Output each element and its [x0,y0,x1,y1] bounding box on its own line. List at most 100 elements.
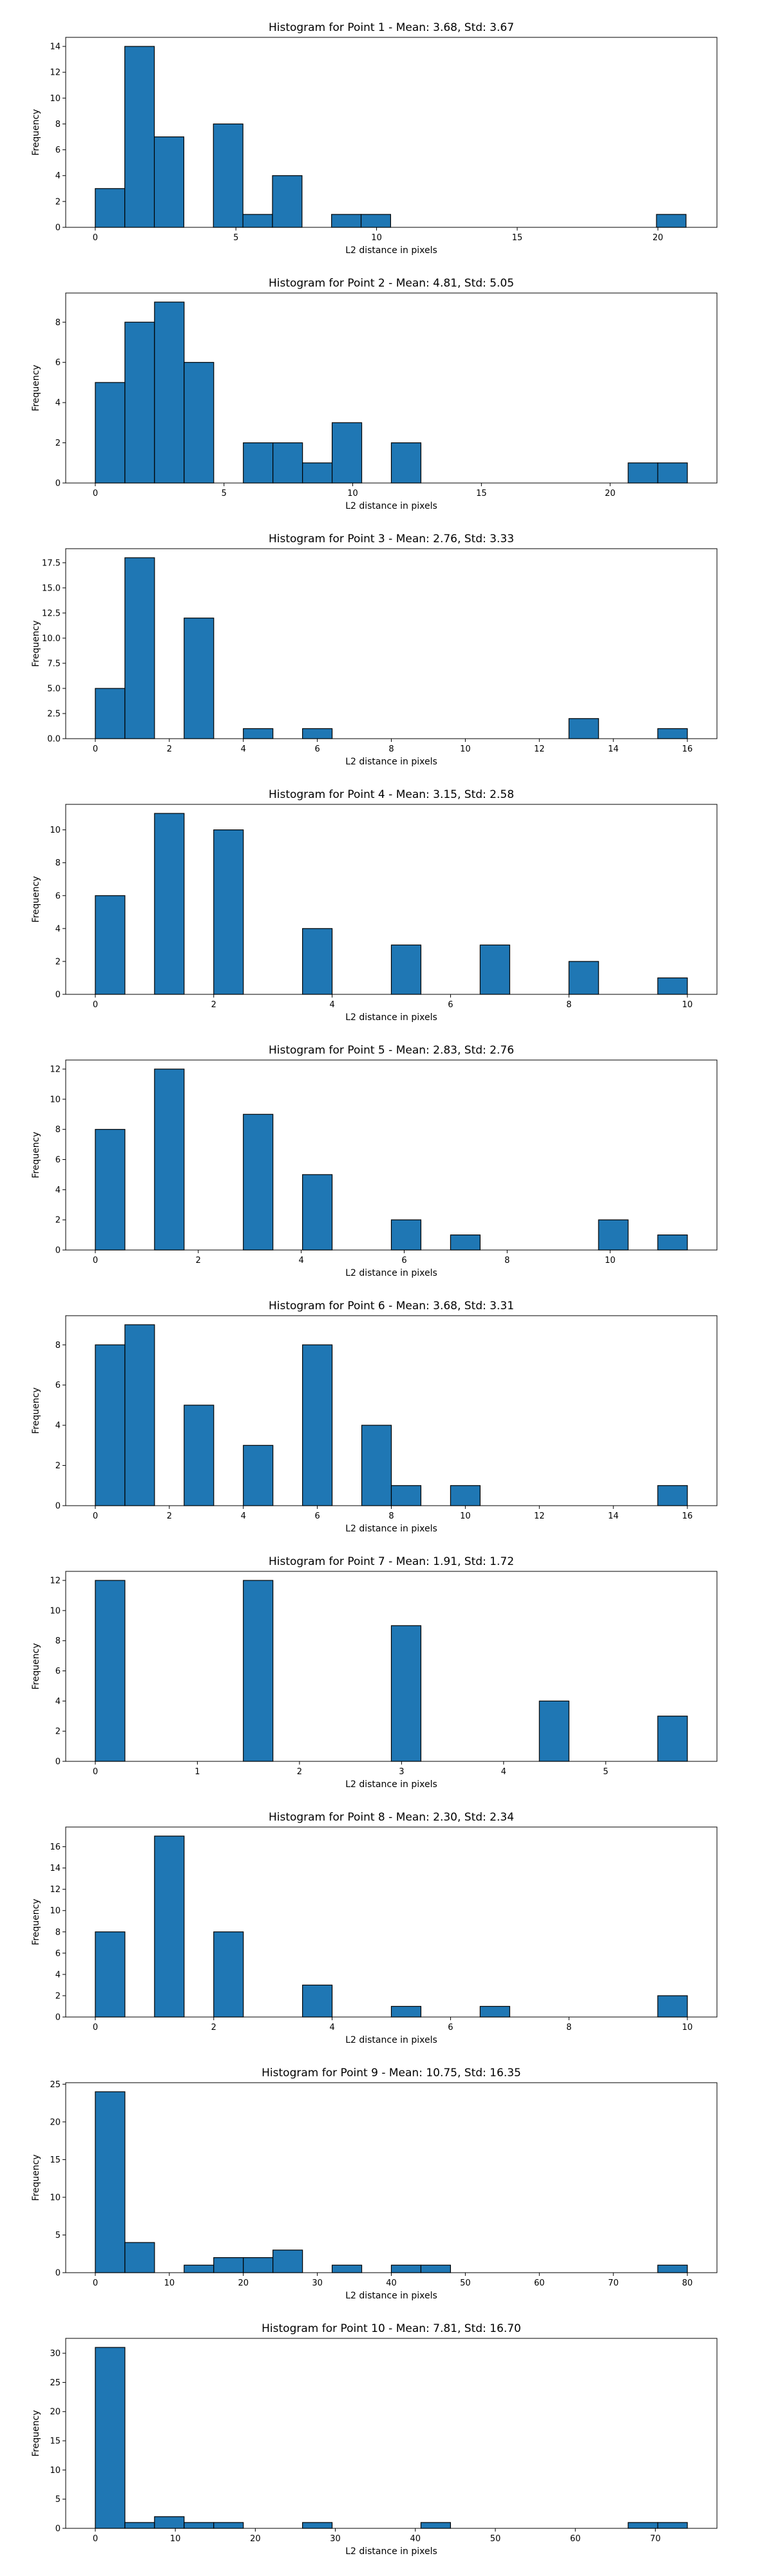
x-tick-label: 2 [167,744,172,754]
x-tick-label: 60 [534,2278,545,2288]
histogram-bar [154,2516,185,2529]
x-tick-label: 60 [570,2534,581,2544]
histogram-panel-8: 0 2 4 6 8 10 0 2 4 6 8 10 12 14 16 Histogram for Point … [31,1811,718,2045]
x-tick-label: 8 [388,744,394,754]
histogram-bar [124,2522,155,2529]
y-tick-label: 20 [50,2407,61,2417]
y-tick-label: 17.5 [42,558,61,568]
chart-title: Histogram for Point 3 - Mean: 2.76, Std:… [269,533,514,545]
x-tick-label: 16 [682,744,693,754]
y-tick-label: 6 [55,1381,61,1390]
y-axis-label: Frequency [31,1387,41,1434]
axes-frame [65,1826,718,2018]
histogram-bar [568,718,599,739]
y-tick-label: 16 [50,1842,61,1852]
x-tick-label: 0 [93,1511,98,1521]
y-tick-label: 6 [55,358,61,368]
histogram-bar [657,1995,688,2018]
y-tick-label: 8 [55,318,61,328]
y-tick-label: 0 [55,1757,61,1767]
x-tick-label: 50 [460,2278,471,2288]
histogram-bar [302,728,333,739]
y-tick-label: 10 [50,1606,61,1616]
histogram-bar [184,1405,215,1506]
y-tick-label: 6 [55,146,61,155]
y-tick-label: 12.5 [42,609,61,618]
y-tick-label: 8 [55,858,61,868]
y-tick-label: 12 [50,68,61,78]
chart-title: Histogram for Point 10 - Mean: 7.81, Std… [262,2322,521,2335]
y-tick-label: 6 [55,1949,61,1958]
axes-frame [65,2338,718,2529]
histogram-bar [657,1234,688,1251]
histogram-bar [390,1485,422,1506]
y-axis-label: Frequency [31,1899,41,1945]
x-tick-label: 20 [653,233,663,243]
x-axis-label: L2 distance in pixels [345,2291,437,2301]
x-tick-label: 6 [448,1000,453,1010]
y-tick-label: 2 [55,1216,61,1226]
x-tick-label: 70 [650,2534,661,2544]
x-tick-label: 3 [399,1767,404,1777]
y-tick-label: 30 [50,2349,61,2359]
x-tick-label: 2 [196,1256,201,1265]
histogram-bar [124,1324,155,1506]
histogram-bar [95,1580,126,1762]
x-axis-label: L2 distance in pixels [345,757,437,767]
histogram-bar [124,46,155,228]
histogram-bar [302,928,333,995]
x-tick-label: 10 [682,1000,693,1010]
y-tick-label: 10.0 [42,634,61,643]
y-tick-label: 0 [55,2013,61,2023]
y-tick-label: 12 [50,1885,61,1895]
histogram-bar [657,1716,688,1762]
x-tick-label: 0 [93,744,98,754]
x-tick-label: 10 [371,233,382,243]
x-tick-label: 20 [605,489,616,498]
y-tick-label: 10 [50,826,61,835]
histogram-bar [154,1835,185,2018]
x-tick-label: 14 [608,1511,619,1521]
x-axis-label: L2 distance in pixels [345,1012,437,1023]
y-tick-label: 0.0 [47,735,61,744]
histogram-bar [390,1219,422,1251]
histogram-bar [184,2522,215,2529]
x-tick-label: 0 [93,2278,98,2288]
x-tick-label: 10 [460,744,471,754]
y-tick-label: 4 [55,1421,61,1431]
chart-title: Histogram for Point 1 - Mean: 3.68, Std:… [269,21,514,34]
x-axis-label: L2 distance in pixels [345,501,437,511]
y-tick-label: 7.5 [47,659,61,668]
y-tick-label: 0 [55,2524,61,2534]
y-tick-label: 2 [55,197,61,207]
x-tick-label: 10 [682,2023,693,2032]
x-tick-label: 6 [448,2023,453,2032]
x-tick-label: 30 [312,2278,323,2288]
histogram-bar [657,977,688,995]
axes-frame [65,1571,718,1762]
x-tick-label: 0 [93,1767,98,1777]
x-tick-label: 20 [250,2534,261,2544]
x-tick-label: 40 [410,2534,421,2544]
y-tick-label: 15 [50,2155,61,2165]
y-tick-label: 4 [55,1970,61,1980]
y-tick-label: 8 [55,1636,61,1646]
y-tick-label: 4 [55,1186,61,1195]
histogram-bar [154,813,185,995]
histogram-bar [213,2522,244,2529]
x-tick-label: 2 [297,1767,302,1777]
y-tick-label: 4 [55,1697,61,1707]
histogram-bar [657,2522,688,2529]
chart-title: Histogram for Point 2 - Mean: 4.81, Std:… [269,277,514,290]
histogram-bar [95,1344,126,1506]
histogram-bar [539,1700,569,1762]
histogram-bar [213,1931,244,2018]
histogram-bar [302,1344,333,1506]
histogram-panel-9: 0 10 20 30 40 50 60 70 80 0 5 10 15 20 25 Histogram for… [31,2067,718,2301]
chart-title: Histogram for Point 8 - Mean: 2.30, Std:… [269,1811,514,1824]
y-tick-label: 2 [55,957,61,967]
y-tick-label: 0 [55,223,61,233]
x-tick-label: 0 [93,233,98,243]
chart-title: Histogram for Point 5 - Mean: 2.83, Std:… [269,1044,514,1057]
